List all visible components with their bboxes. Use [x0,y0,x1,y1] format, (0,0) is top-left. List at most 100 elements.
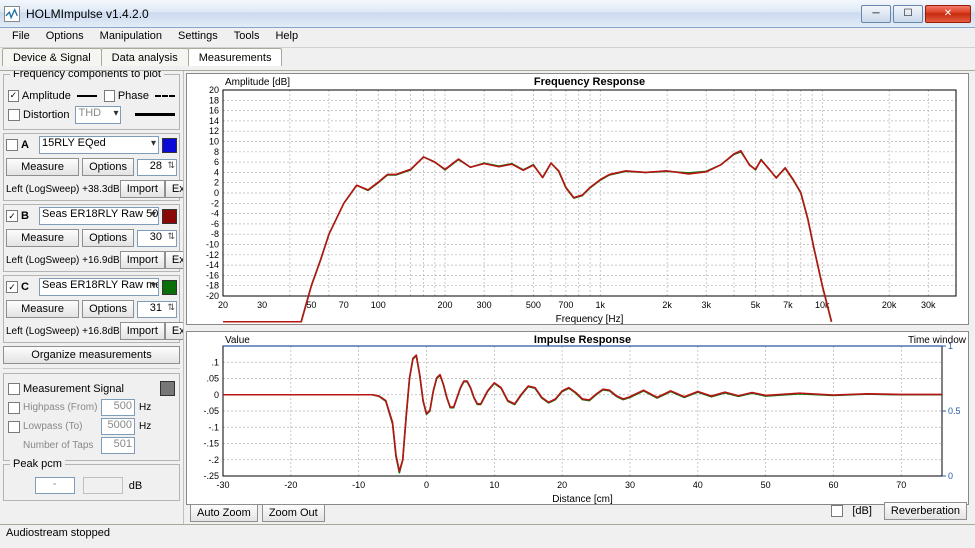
menu-file[interactable]: File [4,28,38,44]
svg-text:10: 10 [489,480,499,490]
tab-measurements[interactable]: Measurements [188,48,283,66]
svg-text:Amplitude [dB]: Amplitude [dB] [225,77,290,88]
meas-signal-checkbox[interactable] [8,383,20,395]
amplitude-checkbox[interactable] [8,90,19,102]
meas-A-swatch [162,138,177,153]
svg-text:50: 50 [761,480,771,490]
thd-combo[interactable]: THD [75,106,121,124]
menu-settings[interactable]: Settings [170,28,226,44]
meas-B-options-button[interactable]: Options [82,229,134,247]
svg-text:100: 100 [371,300,386,310]
meas-A-spin[interactable]: 28 [137,159,177,176]
svg-text:Time window: Time window [908,335,967,346]
lowpass-input[interactable]: 5000 [101,418,135,435]
meas-A-checkbox[interactable] [6,139,18,151]
svg-text:70: 70 [896,480,906,490]
highpass-input[interactable]: 500 [101,399,135,416]
svg-text:20k: 20k [882,300,897,310]
meas-A-options-button[interactable]: Options [82,158,134,176]
close-button[interactable]: ✕ [925,5,971,23]
peak-value-2 [83,477,123,494]
svg-text:20: 20 [209,85,219,95]
meas-C-checkbox[interactable] [6,281,18,293]
distortion-checkbox[interactable] [8,109,20,121]
auto-zoom-button[interactable]: Auto Zoom [190,504,258,522]
impulse-response-chart[interactable]: -30-20-10010203040506070-.25-.2-.15-.1-.… [186,331,969,505]
meas-C-export-button[interactable]: Export [165,322,184,340]
meas-C-options-button[interactable]: Options [82,300,134,318]
menu-tools[interactable]: Tools [226,28,268,44]
meas-A-name-combo[interactable]: 15RLY EQed [39,136,159,154]
svg-text:5k: 5k [751,300,761,310]
meas-A-measure-button[interactable]: Measure [6,158,79,176]
meas-B-letter: B [21,210,33,222]
svg-text:3k: 3k [701,300,711,310]
maximize-button[interactable]: ☐ [893,5,923,23]
frequency-response-chart[interactable]: -20-18-16-14-12-10-8-6-4-202468101214161… [186,73,969,325]
svg-text:.05: .05 [206,374,219,384]
tab-device-signal[interactable]: Device & Signal [2,48,102,66]
zoom-out-button[interactable]: Zoom Out [262,504,325,522]
svg-text:-10: -10 [206,240,219,250]
tab-data-analysis[interactable]: Data analysis [101,48,189,66]
svg-text:30: 30 [625,480,635,490]
plots-area: -20-18-16-14-12-10-8-6-4-202468101214161… [184,71,975,524]
meas-C-spin[interactable]: 31 [137,301,177,318]
tab-strip: Device & SignalData analysisMeasurements [0,48,975,70]
svg-text:0.5: 0.5 [948,406,961,416]
phase-label: Phase [118,90,149,102]
meas-signal-label: Measurement Signal [23,383,151,395]
phase-checkbox[interactable] [104,90,115,102]
svg-text:6: 6 [214,157,219,167]
meas-C-import-button[interactable]: Import [120,322,165,340]
meas-B-import-button[interactable]: Import [120,251,165,269]
window-title: HOLMImpulse v1.4.2.0 [26,7,859,21]
svg-text:7k: 7k [783,300,793,310]
svg-text:-12: -12 [206,250,219,260]
svg-text:0: 0 [214,188,219,198]
dashed-line-icon [155,95,175,97]
meas-A-export-button[interactable]: Export [165,180,184,198]
svg-text:30: 30 [257,300,267,310]
meas-A-import-button[interactable]: Import [120,180,165,198]
db-checkbox[interactable] [831,505,843,517]
svg-text:8: 8 [214,147,219,157]
meas-B-export-button[interactable]: Export [165,251,184,269]
svg-text:-.25: -.25 [203,471,219,481]
taps-input[interactable]: 501 [101,437,135,454]
meas-C-swatch [162,280,177,295]
meas-B-measure-button[interactable]: Measure [6,229,79,247]
svg-text:4: 4 [214,167,219,177]
group-title: Frequency components to plot [10,71,164,80]
db-label: [dB] [852,505,872,517]
menu-manipulation[interactable]: Manipulation [92,28,170,44]
highpass-label: Highpass (From) [23,402,95,413]
svg-text:0: 0 [214,390,219,400]
meas-C-info: Left (LogSweep) +16.8dB [6,326,120,337]
svg-text:Value: Value [225,335,250,346]
meas-C-measure-button[interactable]: Measure [6,300,79,318]
svg-text:-8: -8 [211,229,219,239]
reverberation-button[interactable]: Reverberation [884,502,967,520]
minimize-button[interactable]: ─ [861,5,891,23]
svg-text:700: 700 [558,300,573,310]
meas-C-name-combo[interactable]: Seas ER18RLY Raw med ramm [39,278,159,296]
status-bar: Audiostream stopped [0,524,975,544]
meas-B-checkbox[interactable] [6,210,18,222]
hz-label-1: Hz [139,402,151,413]
measurement-c: CSeas ER18RLY Raw med rammMeasureOptions… [3,275,180,343]
svg-text:1: 1 [948,341,953,351]
svg-text:70: 70 [339,300,349,310]
meas-B-swatch [162,209,177,224]
app-icon [4,6,20,22]
lowpass-checkbox[interactable] [8,421,20,433]
meas-B-spin[interactable]: 30 [137,230,177,247]
menu-help[interactable]: Help [267,28,306,44]
menu-options[interactable]: Options [38,28,92,44]
svg-text:-10: -10 [352,480,365,490]
highpass-checkbox[interactable] [8,402,20,414]
meas-B-name-combo[interactable]: Seas ER18RLY Raw 50cm [39,207,159,225]
svg-text:30k: 30k [921,300,936,310]
svg-text:40: 40 [693,480,703,490]
organize-measurements-button[interactable]: Organize measurements [3,346,180,364]
